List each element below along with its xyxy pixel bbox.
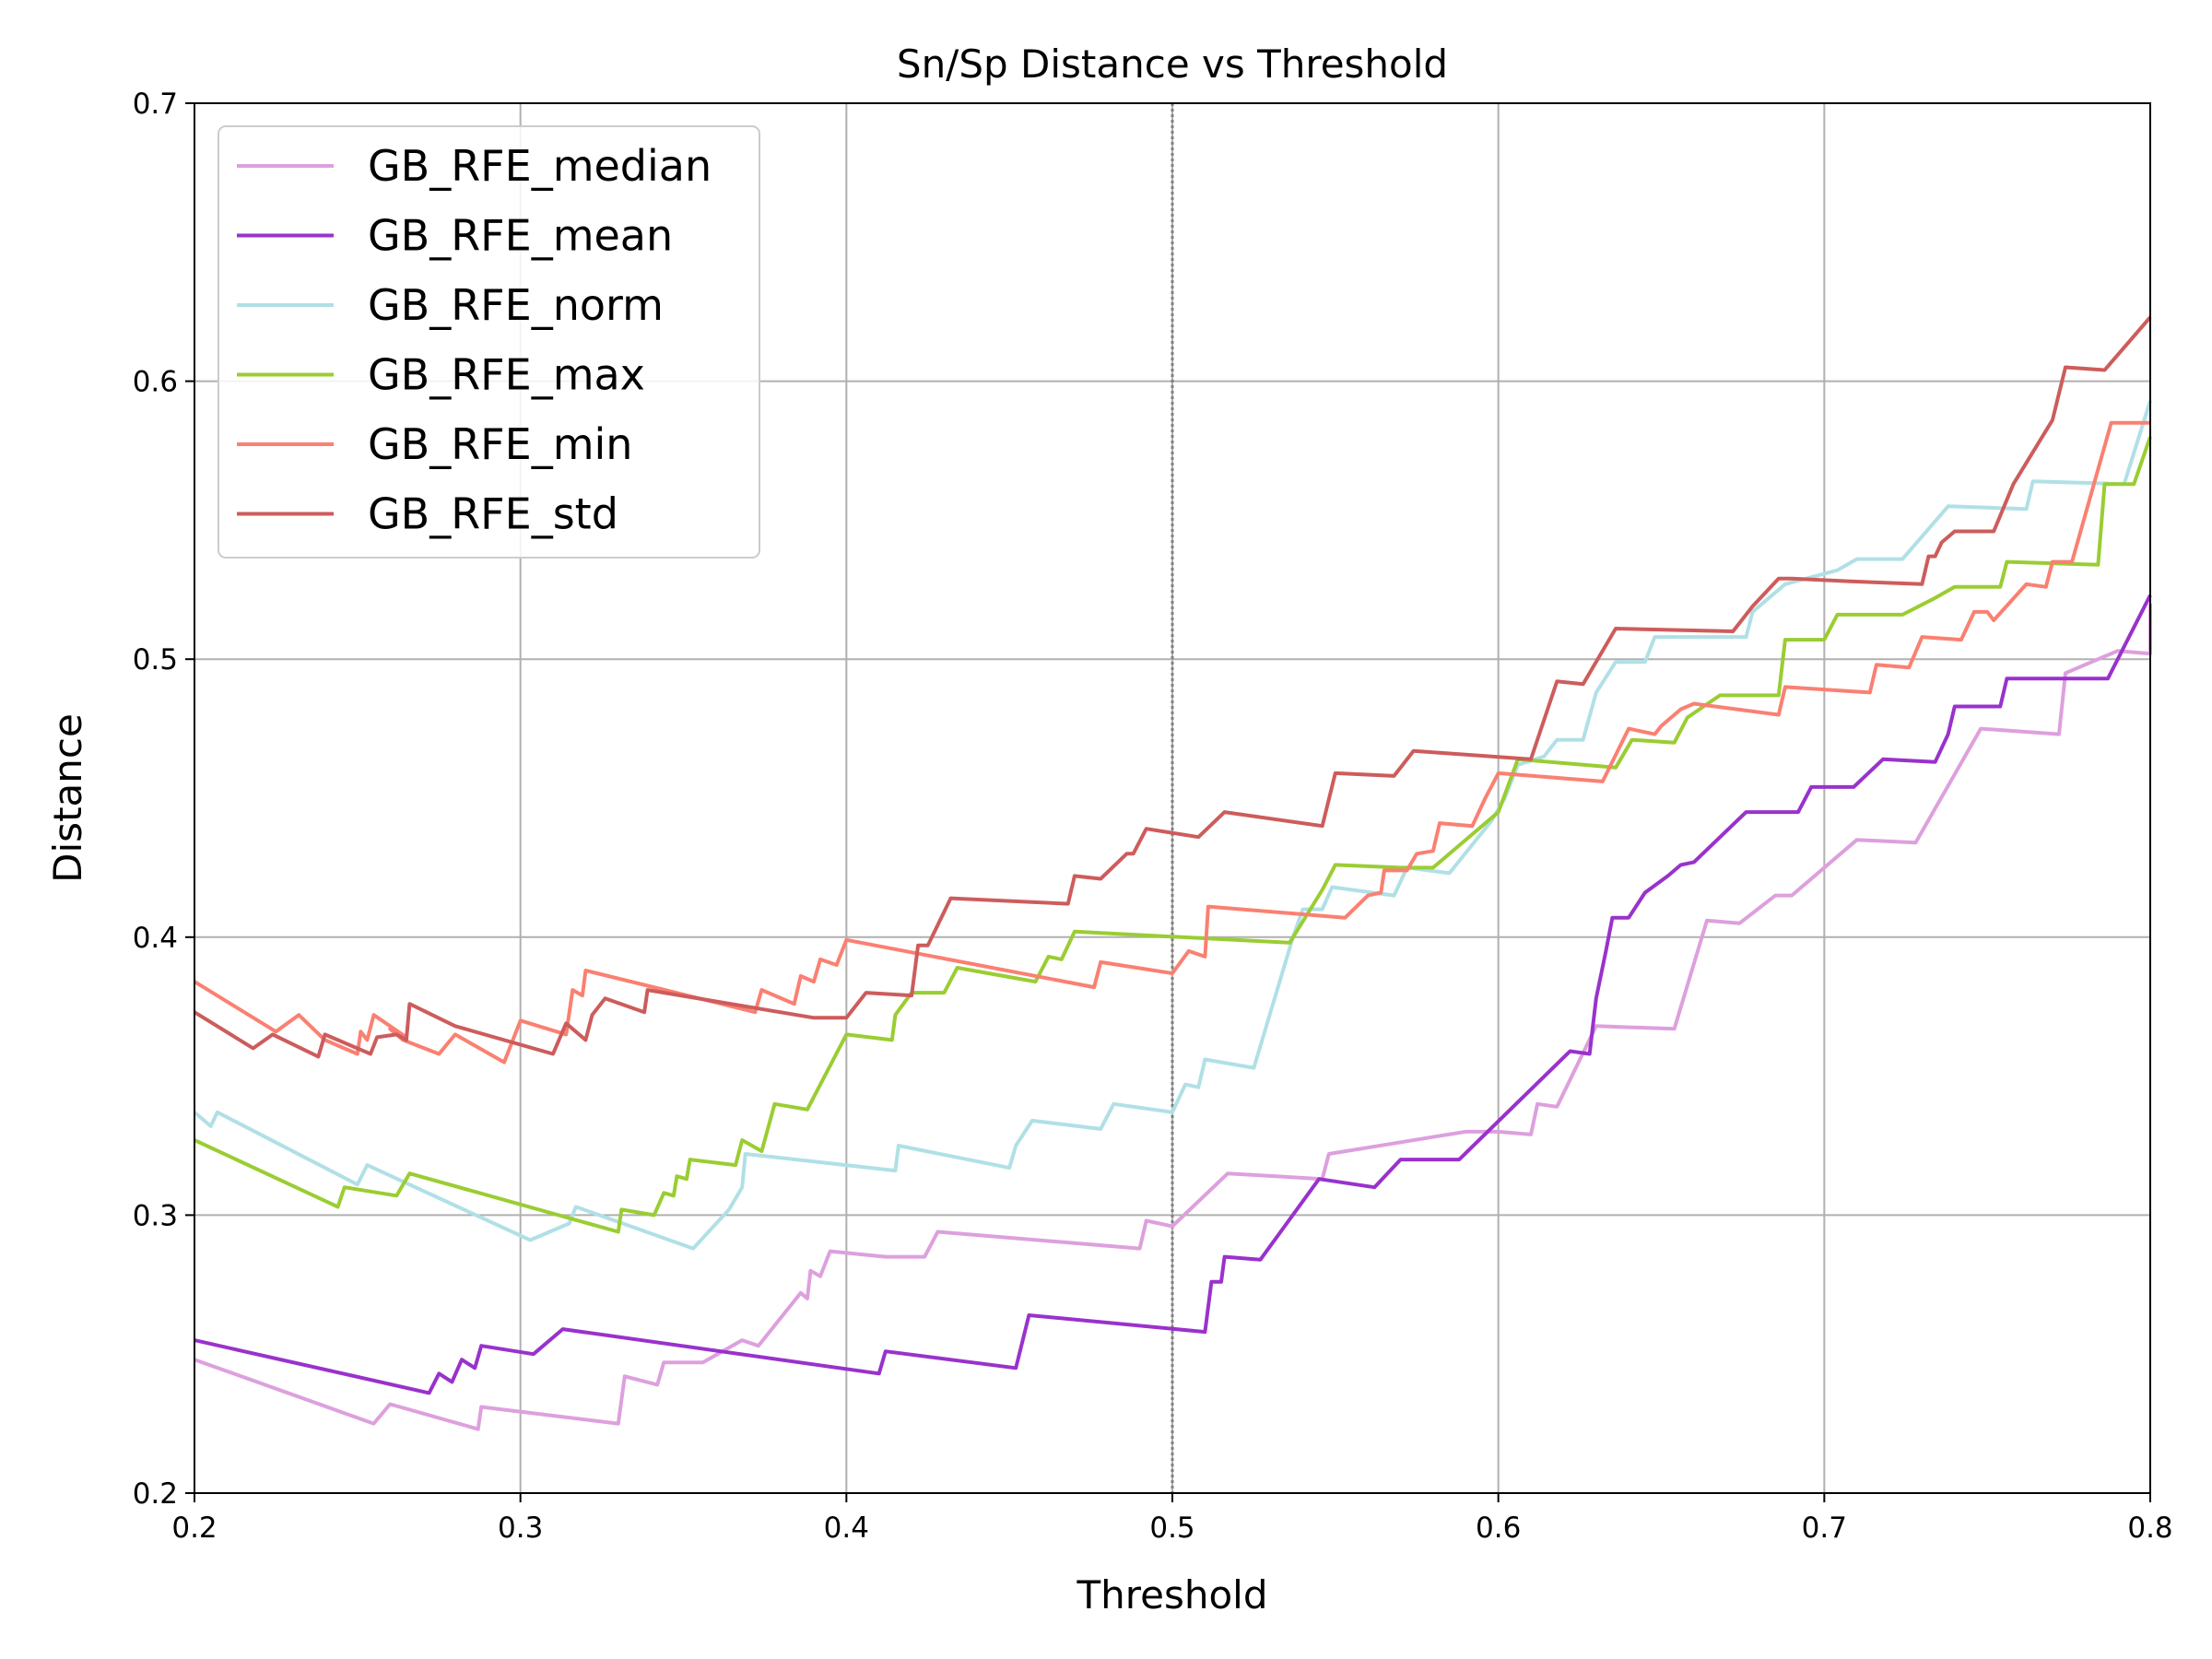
y-axis-title: Distance: [45, 713, 90, 883]
legend-label: GB_RFE_std: [368, 489, 618, 539]
x-axis-ticks: 0.2 0.3 0.4 0.5 0.6 0.7 0.8: [171, 1493, 2173, 1545]
legend-label: GB_RFE_max: [368, 350, 645, 400]
series-line-gb-rfe-min: [193, 420, 2150, 1065]
x-tick-label: 0.3: [498, 1512, 543, 1545]
legend: GB_RFE_median GB_RFE_mean GB_RFE_norm GB_RF…: [218, 125, 760, 559]
x-tick-label: 0.5: [1149, 1512, 1194, 1545]
y-tick-label: 0.5: [133, 643, 178, 677]
series-line-gb-rfe-max: [194, 436, 2152, 1234]
legend-box: [218, 125, 760, 559]
x-tick-label: 0.6: [1476, 1512, 1521, 1545]
legend-label: GB_RFE_norm: [368, 280, 664, 330]
series-line-gb-rfe-std: [193, 315, 2152, 1059]
legend-label: GB_RFE_median: [368, 141, 712, 191]
y-tick-label: 0.4: [133, 922, 178, 955]
x-tick-label: 0.7: [1802, 1512, 1847, 1545]
series-lines: [193, 315, 2152, 1431]
y-tick-label: 0.7: [133, 88, 178, 121]
y-axis-ticks: 0.2 0.3 0.4 0.5 0.6 0.7: [133, 88, 194, 1511]
legend-label: GB_RFE_mean: [368, 211, 673, 261]
chart-title: Sn/Sp Distance vs Threshold: [897, 41, 1448, 87]
x-tick-label: 0.4: [824, 1512, 869, 1545]
legend-label: GB_RFE_min: [368, 419, 632, 469]
x-tick-label: 0.8: [2127, 1512, 2172, 1545]
x-tick-label: 0.2: [171, 1512, 217, 1545]
y-tick-label: 0.2: [133, 1477, 178, 1511]
y-tick-label: 0.3: [133, 1199, 178, 1232]
series-line-gb-rfe-norm: [193, 400, 2152, 1251]
series-line-gb-rfe-mean: [194, 594, 2152, 1395]
x-axis-title: Threshold: [1077, 1572, 1268, 1618]
series-line-gb-rfe-median: [194, 603, 2152, 1431]
y-tick-label: 0.6: [133, 366, 178, 399]
